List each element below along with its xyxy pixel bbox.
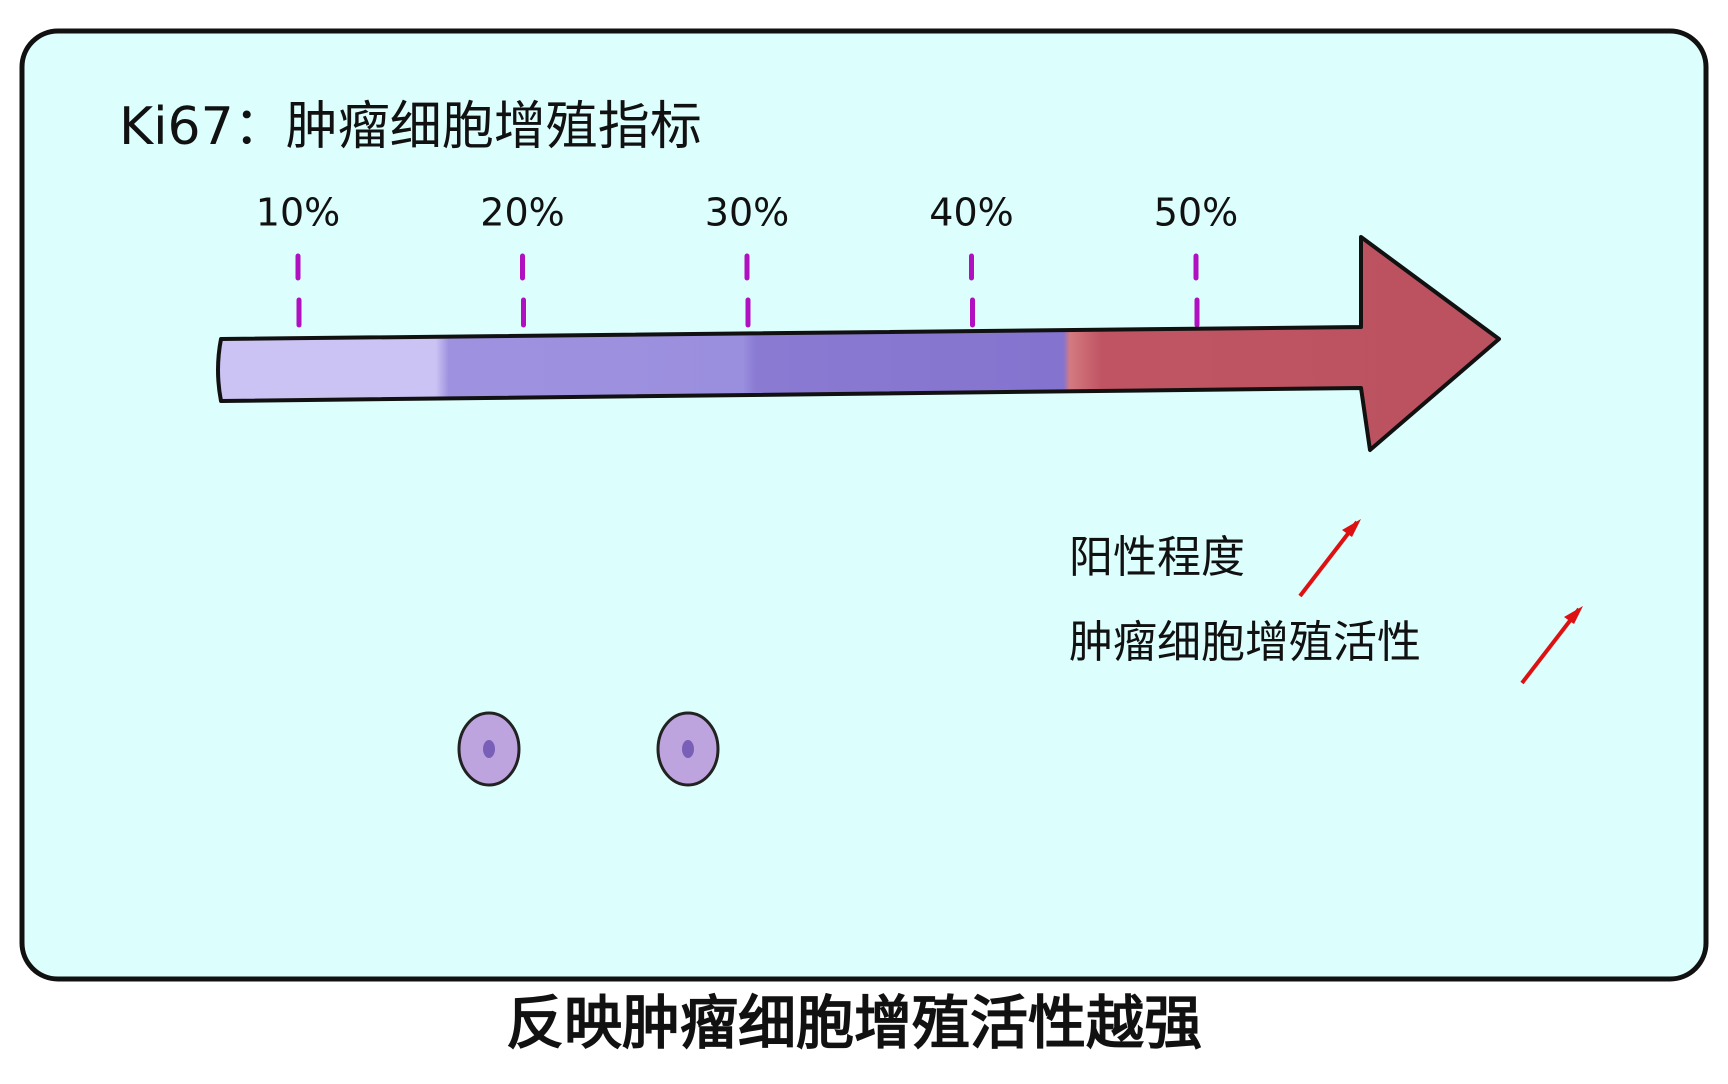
scale-label: 40% <box>929 191 1013 235</box>
up-arrow-head <box>1342 519 1361 537</box>
arrow <box>216 235 1501 452</box>
title: Ki67：肿瘤细胞增殖指标 <box>119 97 702 157</box>
note: 肿瘤细胞增殖活性 <box>1069 617 1421 668</box>
scale-label: 20% <box>480 191 564 235</box>
scale: 10% 20% 30% 40% 50% <box>256 191 1238 328</box>
cell <box>656 711 720 787</box>
scale-label: 30% <box>705 191 789 235</box>
scale-label: 50% <box>1154 191 1238 235</box>
up-arrow <box>1520 607 1581 685</box>
up-arrow <box>1298 520 1359 598</box>
cell <box>457 711 521 787</box>
up-arrow-head <box>1564 606 1583 624</box>
caption: 反映肿瘤细胞增殖活性越强 <box>506 989 1202 1057</box>
scale-label: 10% <box>256 191 340 235</box>
note: 阳性程度 <box>1069 532 1245 583</box>
panel <box>19 28 1709 982</box>
